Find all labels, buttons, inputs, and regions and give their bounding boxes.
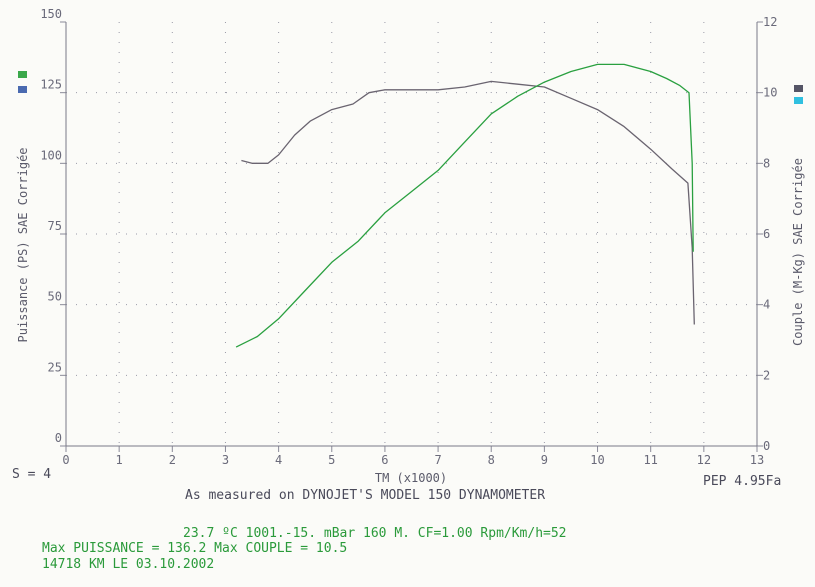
y-left-tick-label: 100 (40, 148, 62, 162)
x-tick-label: 8 (488, 453, 495, 467)
y-right-tick-label: 2 (763, 368, 770, 382)
y-right-tick-label: 8 (763, 156, 770, 170)
pep-value: PEP 4.95Fa (703, 474, 782, 489)
legend-marker-cyan (794, 97, 803, 104)
max-values-line: Max PUISSANCE = 136.2 Max COUPLE = 10.5 (42, 541, 348, 556)
y-right-tick-label: 10 (763, 86, 777, 100)
x-tick-label: 10 (590, 453, 604, 467)
x-tick-label: 2 (169, 453, 176, 467)
y-left-tick-label: 25 (48, 360, 62, 374)
x-tick-label: 13 (750, 453, 764, 467)
legend-markers (18, 71, 803, 104)
legend-marker-green (18, 71, 27, 78)
series-lines (235, 63, 695, 348)
conditions-line: 23.7 ºC 1001.-15. mBar 160 M. CF=1.00 Rp… (183, 526, 567, 541)
x-tick-label: 1 (116, 453, 123, 467)
grid (66, 22, 757, 446)
y-right-tick-label: 6 (763, 227, 770, 241)
dyno-caption: As measured on DYNOJET'S MODEL 150 DYNAM… (185, 488, 546, 503)
x-axis-label: TM (x1000) (375, 471, 447, 485)
y-left-tick-label: 50 (48, 290, 62, 304)
legend-marker-gray (794, 85, 803, 92)
x-tick-label: 0 (62, 453, 69, 467)
s-value: S = 4 (12, 467, 52, 482)
x-tick-label: 6 (381, 453, 388, 467)
y-right-tick-label: 12 (763, 15, 777, 29)
x-tick-label: 9 (541, 453, 548, 467)
y-left-tick-label: 125 (40, 78, 62, 92)
x-tick-label: 5 (328, 453, 335, 467)
y-left-axis-label: Puissance (PS) SAE Corrigée (16, 147, 30, 342)
y-right-tick-label: 4 (763, 298, 770, 312)
x-tick-label: 12 (697, 453, 711, 467)
y-left-tick-label: 0 (55, 431, 62, 445)
legend-marker-blue (18, 86, 27, 93)
y-right-tick-label: 0 (763, 439, 770, 453)
y-left-tick-label: 75 (48, 219, 62, 233)
x-tick-label: 7 (434, 453, 441, 467)
power-series-line (241, 80, 695, 325)
x-tick-label: 11 (643, 453, 657, 467)
y-right-axis-label: Couple (M-Kg) SAE Corrigée (791, 158, 805, 346)
torque-series-line (235, 63, 694, 348)
x-tick-label: 4 (275, 453, 282, 467)
axes (60, 21, 763, 452)
y-left-tick-label: 150 (40, 7, 62, 21)
km-date-line: 14718 KM LE 03.10.2002 (42, 557, 215, 572)
tick-labels: 0 1 2 3 4 5 6 7 8 9 10 11 12 130255075100125150024681… (40, 7, 777, 467)
x-tick-label: 3 (222, 453, 229, 467)
